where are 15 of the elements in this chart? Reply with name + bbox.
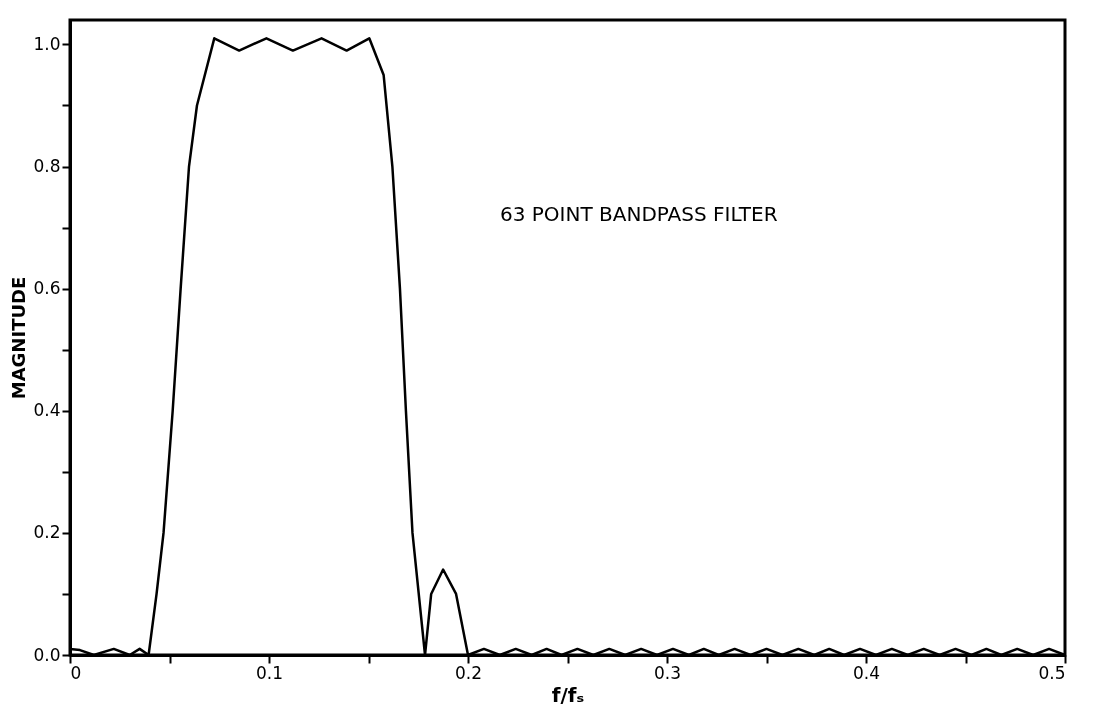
y-tick-label: 0.2: [33, 522, 61, 543]
x-tick-label: 0.2: [454, 662, 483, 683]
y-tick-label: 0.8: [33, 156, 61, 177]
x-tick-label: 0: [70, 662, 82, 683]
x-tick-label: 0.5: [1038, 662, 1066, 683]
y-tick-label: 0.4: [33, 400, 61, 421]
y-tick-label: 0.6: [33, 278, 61, 299]
x-axis-title: f/fₛ: [551, 682, 585, 707]
y-tick-label: 1.0: [33, 33, 61, 54]
x-tick-label: 0.4: [852, 662, 881, 683]
y-axis-title: MAGNITUDE: [8, 276, 30, 400]
x-tick-label: 0.1: [255, 662, 284, 683]
y-tick-label: 0.0: [33, 644, 61, 665]
annotation: 63 POINT BANDPASS FILTER: [500, 202, 778, 226]
x-tick-label: 0.3: [653, 662, 682, 683]
